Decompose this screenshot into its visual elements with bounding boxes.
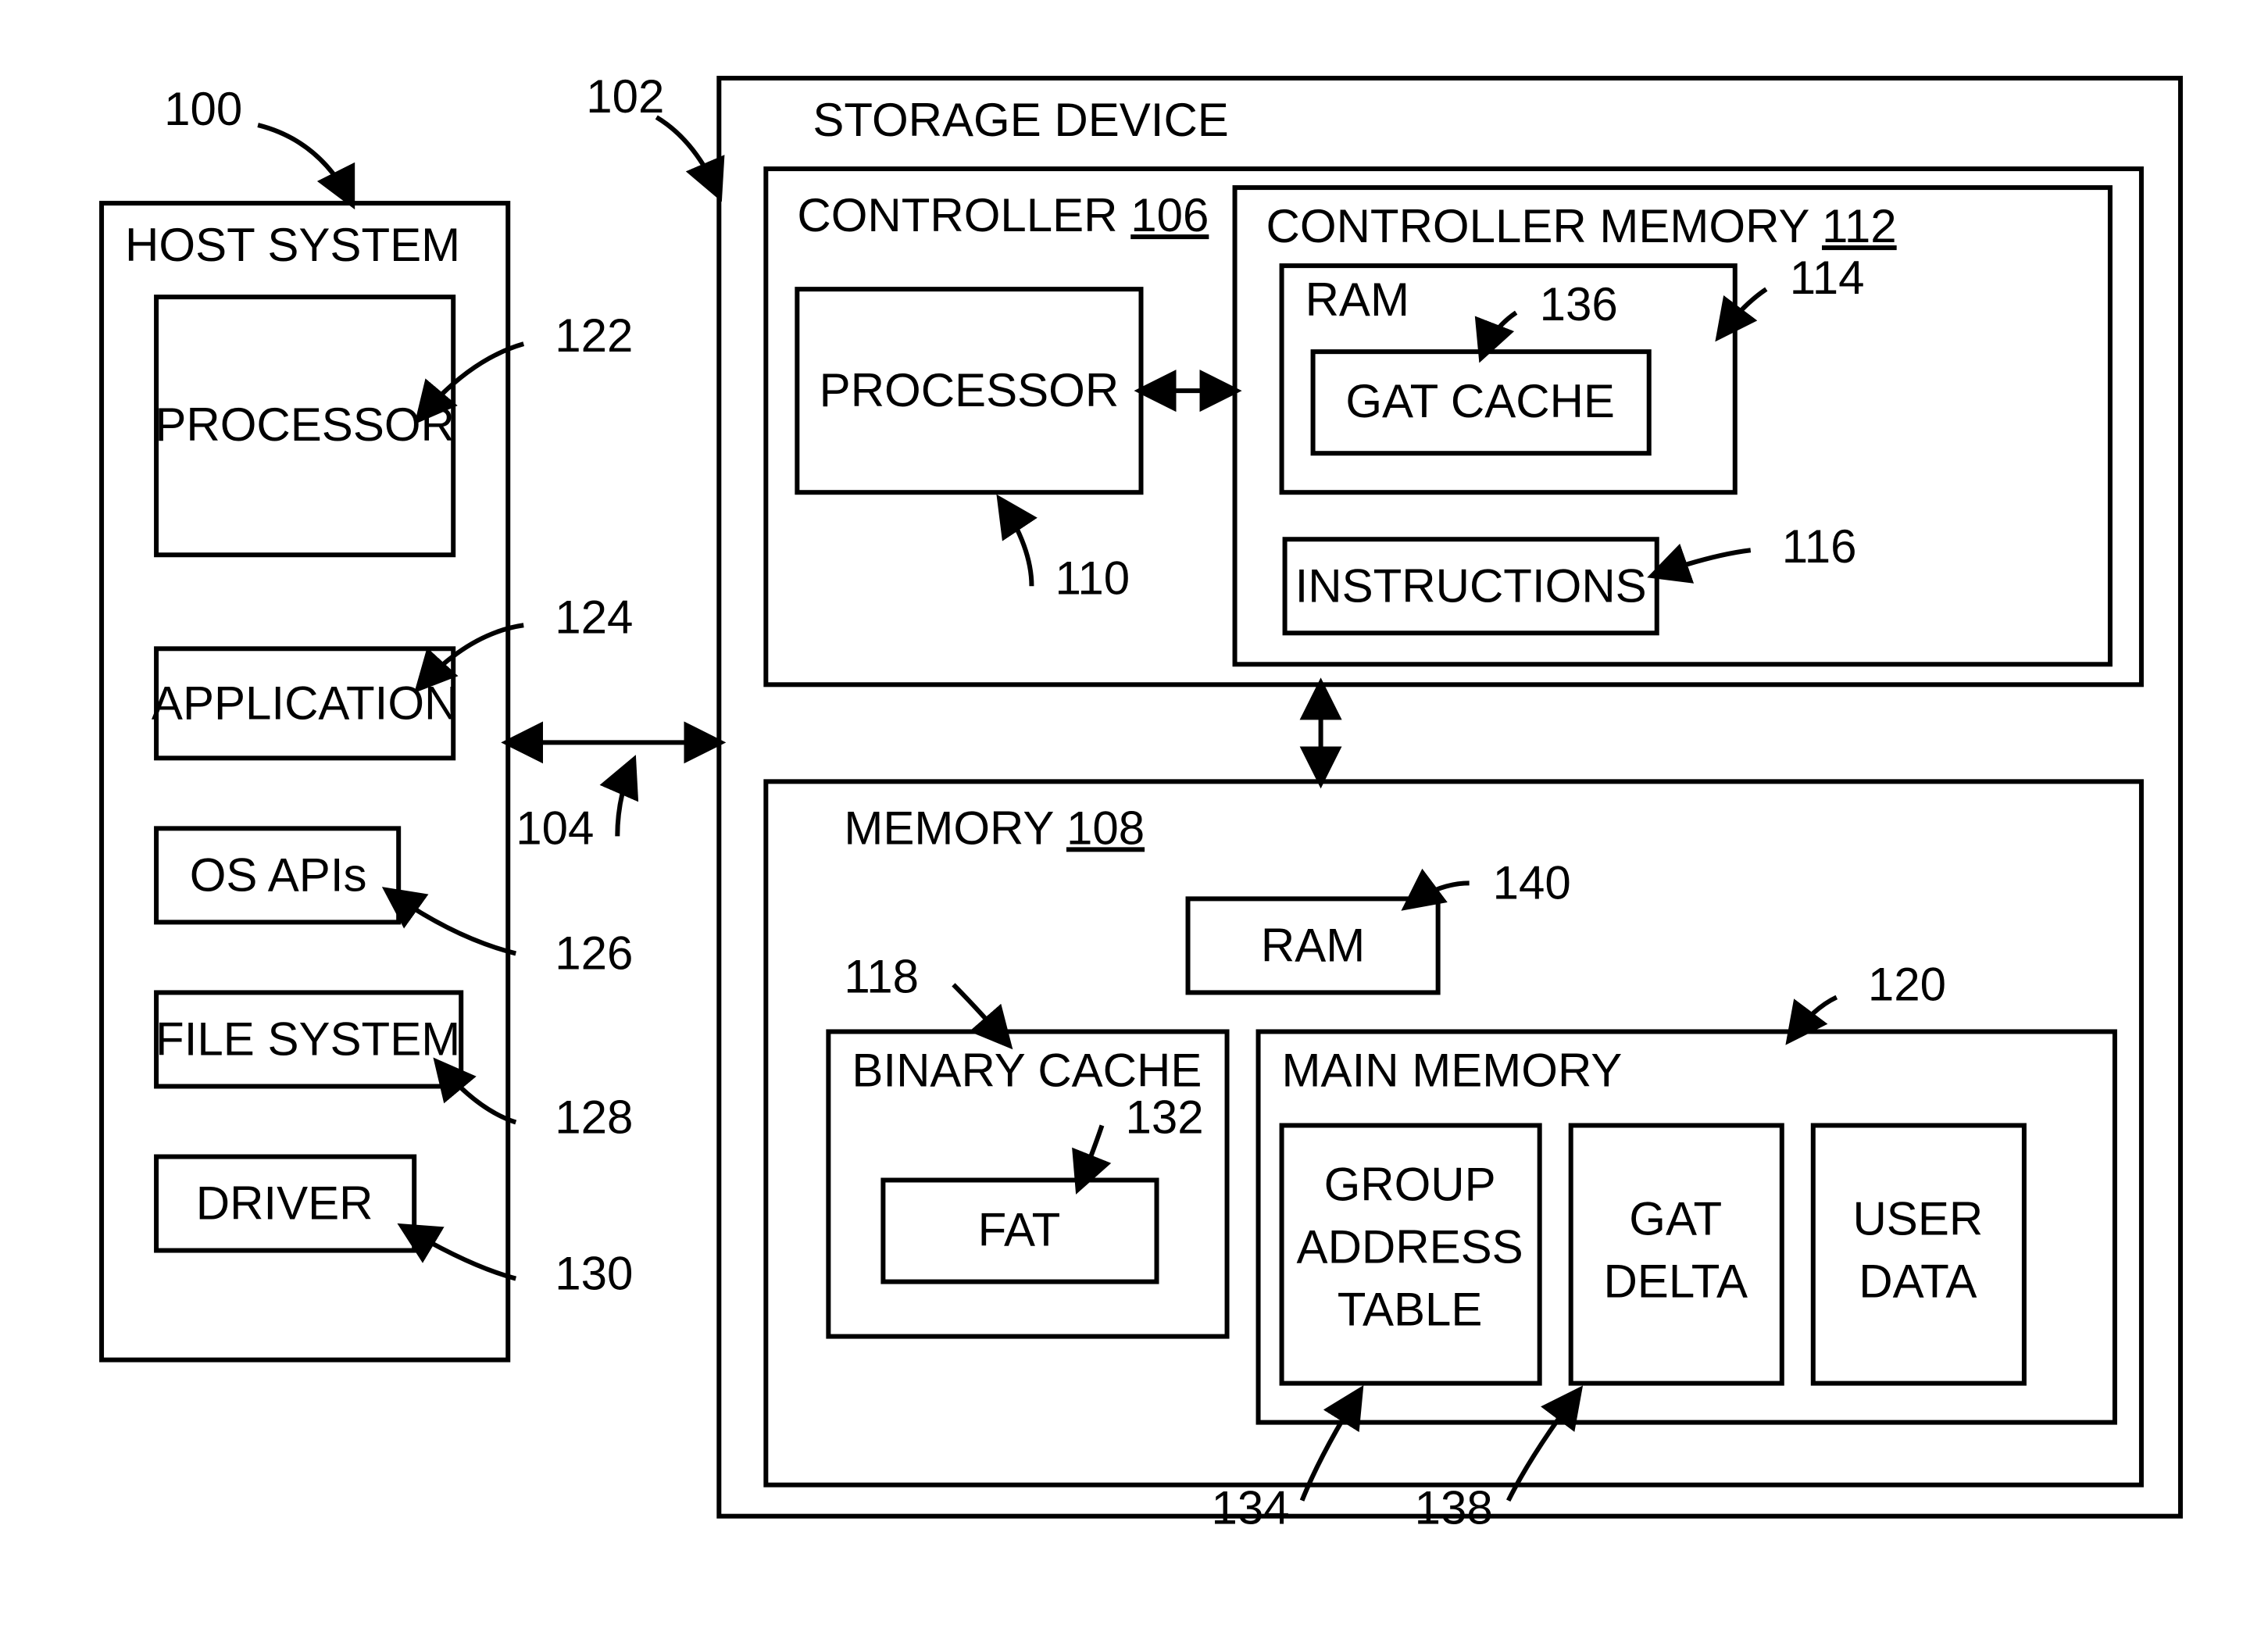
ref-122: 122	[555, 309, 633, 362]
mainmemory-label: MAIN MEMORY	[1282, 1044, 1623, 1096]
memory-ram-label: RAM	[1261, 919, 1365, 971]
ref-138: 138	[1415, 1482, 1493, 1534]
binarycache-label: BINARY CACHE	[852, 1044, 1202, 1096]
host-system-title: HOST SYSTEM	[125, 219, 460, 271]
ref-118: 118	[844, 950, 919, 1002]
controller-memory-title: CONTROLLER MEMORY 112	[1266, 200, 1897, 252]
userdata-box	[1813, 1125, 2024, 1383]
ref-110: 110	[1055, 552, 1130, 604]
gat-l1: GROUP	[1324, 1159, 1496, 1211]
ref-120: 120	[1868, 958, 1946, 1010]
osapis-label: OS APIs	[190, 848, 367, 901]
controller-title: CONTROLLER 106	[797, 189, 1209, 241]
ref-104: 104	[516, 802, 594, 854]
controller-processor-label: PROCESSOR	[820, 364, 1120, 416]
ref-102: 102	[586, 70, 664, 123]
gatdelta-l1: GAT	[1629, 1193, 1722, 1245]
application-label: APPLICATION	[152, 677, 458, 729]
instructions-label: INSTRUCTIONS	[1295, 559, 1647, 612]
userdata-l1: USER	[1852, 1193, 1983, 1245]
ref-132: 132	[1125, 1091, 1203, 1143]
lead-104	[617, 761, 633, 836]
ref-134: 134	[1212, 1482, 1290, 1534]
fat-label: FAT	[978, 1204, 1061, 1256]
driver-label: DRIVER	[196, 1177, 373, 1230]
filesystem-label: FILE SYSTEM	[155, 1013, 460, 1065]
ref-124: 124	[555, 591, 633, 643]
ref-126: 126	[555, 927, 633, 979]
ref-116: 116	[1782, 520, 1857, 573]
diagram-root: HOST SYSTEM PROCESSOR APPLICATION OS API…	[0, 0, 2268, 1643]
ref-114: 114	[1790, 252, 1865, 304]
ram-label: RAM	[1305, 273, 1409, 326]
lead-100	[258, 125, 352, 203]
gat-l2: ADDRESS	[1297, 1221, 1523, 1273]
storage-device-title: STORAGE DEVICE	[813, 94, 1229, 146]
ref-130: 130	[555, 1248, 633, 1300]
ref-140: 140	[1493, 856, 1571, 909]
gat-l3: TABLE	[1338, 1284, 1483, 1336]
ref-100: 100	[164, 83, 242, 135]
userdata-l2: DATA	[1859, 1255, 1977, 1308]
ref-128: 128	[555, 1091, 633, 1143]
gatdelta-box	[1571, 1125, 1782, 1383]
memory-title: MEMORY 108	[844, 802, 1145, 854]
lead-102	[656, 117, 719, 195]
host-processor-label: PROCESSOR	[155, 398, 455, 451]
gatdelta-l2: DELTA	[1603, 1255, 1748, 1308]
ref-136: 136	[1540, 278, 1618, 330]
gatcache-label: GAT CACHE	[1345, 375, 1615, 427]
